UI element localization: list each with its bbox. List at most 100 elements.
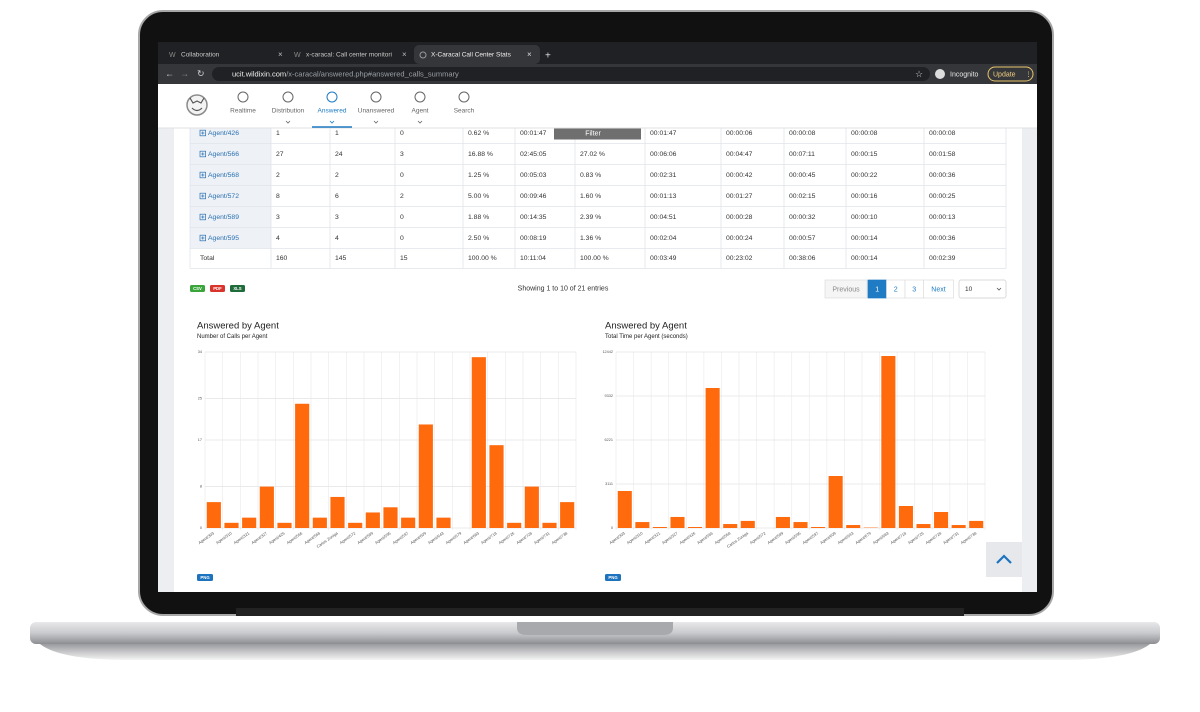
bar: [916, 524, 931, 528]
bar: [617, 490, 632, 528]
table-cell: 2: [400, 193, 404, 200]
tab-close[interactable]: ×: [278, 50, 283, 59]
table-cell: 00:09:46: [520, 193, 547, 200]
bar: [507, 522, 522, 528]
filter-button[interactable]: [554, 126, 641, 140]
agent-link[interactable]: Agent/589: [208, 214, 239, 221]
agent-link[interactable]: Agent/426: [208, 130, 239, 137]
table-cell: 1.25 %: [468, 172, 489, 179]
page-prev[interactable]: [824, 279, 868, 299]
scroll-top[interactable]: [986, 542, 1022, 577]
nav-icon: [326, 91, 338, 103]
table-cell: 100.00 %: [468, 255, 497, 262]
table-cell: 4: [335, 235, 339, 242]
table-cell: 1.88 %: [468, 214, 489, 221]
y-tick-label: 6221: [605, 438, 613, 442]
nav-item[interactable]: Unanswered: [358, 108, 395, 115]
bookmark[interactable]: ☆: [915, 69, 923, 79]
y-tick-label: 17: [198, 438, 202, 442]
back[interactable]: ←: [165, 68, 174, 78]
tab-close[interactable]: ×: [402, 50, 407, 59]
y-tick-label: 0: [611, 526, 613, 530]
table-cell: 00:02:39: [929, 255, 956, 262]
nav-item[interactable]: Search: [454, 108, 475, 115]
export-button[interactable]: [210, 285, 225, 292]
bar: [951, 525, 966, 528]
tab-icon: W: [294, 52, 301, 59]
expand-icon-plus: [201, 215, 205, 219]
table-cell: 00:00:22: [851, 172, 878, 179]
chart-title: Answered by Agent: [197, 321, 279, 332]
page-size-select[interactable]: [958, 279, 1007, 299]
agent-link[interactable]: Agent/568: [208, 172, 239, 179]
nav-item[interactable]: Answered: [318, 108, 347, 115]
table-cell: 2.50 %: [468, 235, 489, 242]
page-next[interactable]: [923, 279, 954, 299]
tab-close[interactable]: ×: [527, 50, 532, 59]
page-prev-label: Previous: [832, 286, 860, 293]
expand-icon: [199, 192, 206, 200]
chart-subtitle: Number of Calls per Agent: [197, 334, 268, 340]
agent-link[interactable]: Agent/595: [208, 235, 239, 242]
url-path: /x-caracal/answered.php#answered_calls_s…: [286, 69, 459, 78]
table-cell: 00:06:06: [650, 151, 677, 158]
table-cell: 8: [276, 193, 280, 200]
bar: [524, 486, 539, 528]
agent-link[interactable]: Agent/572: [208, 193, 239, 200]
bar: [846, 525, 861, 528]
page-size: 10: [965, 286, 973, 293]
table-cell: 00:00:08: [851, 130, 878, 137]
table-cell: 16.88 %: [468, 151, 493, 158]
export-button[interactable]: [230, 285, 245, 292]
omnibox[interactable]: [212, 67, 930, 81]
nav-caret: [285, 120, 291, 124]
table-cell: 24: [335, 151, 343, 158]
table-cell: 2: [276, 172, 280, 179]
table-cell: 00:00:24: [726, 235, 753, 242]
expand-icon: [199, 129, 206, 137]
forward[interactable]: →: [180, 68, 189, 78]
table-cell: 00:02:15: [789, 193, 816, 200]
table-cell: 15: [400, 255, 408, 262]
table-cell: 00:01:13: [650, 193, 677, 200]
table-cell: 0: [400, 214, 404, 221]
url: ucit.wildixin.com/x-caracal/answered.php…: [232, 69, 459, 78]
nav-item[interactable]: Distribution: [272, 108, 305, 115]
y-tick-label: 9332: [605, 394, 613, 398]
new-tab[interactable]: +: [545, 51, 551, 62]
nav-item[interactable]: Realtime: [230, 108, 256, 115]
nav-caret: [373, 120, 379, 124]
table-cell: 1.60 %: [580, 193, 601, 200]
content-panel: [174, 84, 1022, 592]
table-cell: 00:38:06: [789, 255, 816, 262]
png-button[interactable]: [197, 574, 213, 581]
menu[interactable]: ⋮: [1025, 71, 1032, 78]
bar: [418, 424, 433, 528]
update-button[interactable]: [987, 66, 1034, 82]
expand-icon: [199, 150, 206, 158]
page-label: 3: [912, 286, 916, 293]
agent-link[interactable]: Agent/566: [208, 151, 239, 158]
bar: [705, 388, 720, 528]
nav-item[interactable]: Agent: [412, 108, 429, 115]
bar: [635, 522, 650, 528]
scroll-top-icon: [996, 554, 1012, 564]
table-cell: 10:11:04: [520, 255, 546, 262]
table-cell: 00:00:10: [851, 214, 878, 221]
hinge: [236, 608, 964, 616]
export-button[interactable]: [190, 285, 205, 292]
table-cell: 00:00:14: [851, 255, 878, 262]
tab-title: x-caracal: Call center monitori: [306, 52, 392, 59]
reload[interactable]: ↻: [197, 68, 205, 78]
table-cell: 27: [276, 151, 284, 158]
logo-mark: [189, 97, 205, 112]
png-button[interactable]: [605, 574, 621, 581]
bar: [828, 476, 843, 528]
bar: [793, 522, 808, 528]
chart-title: Answered by Agent: [605, 321, 687, 332]
export-label: XLS: [233, 286, 241, 291]
bar: [723, 524, 738, 528]
bar: [259, 486, 274, 528]
expand-icon: [199, 171, 206, 179]
table-cell: 00:14:35: [520, 214, 547, 221]
